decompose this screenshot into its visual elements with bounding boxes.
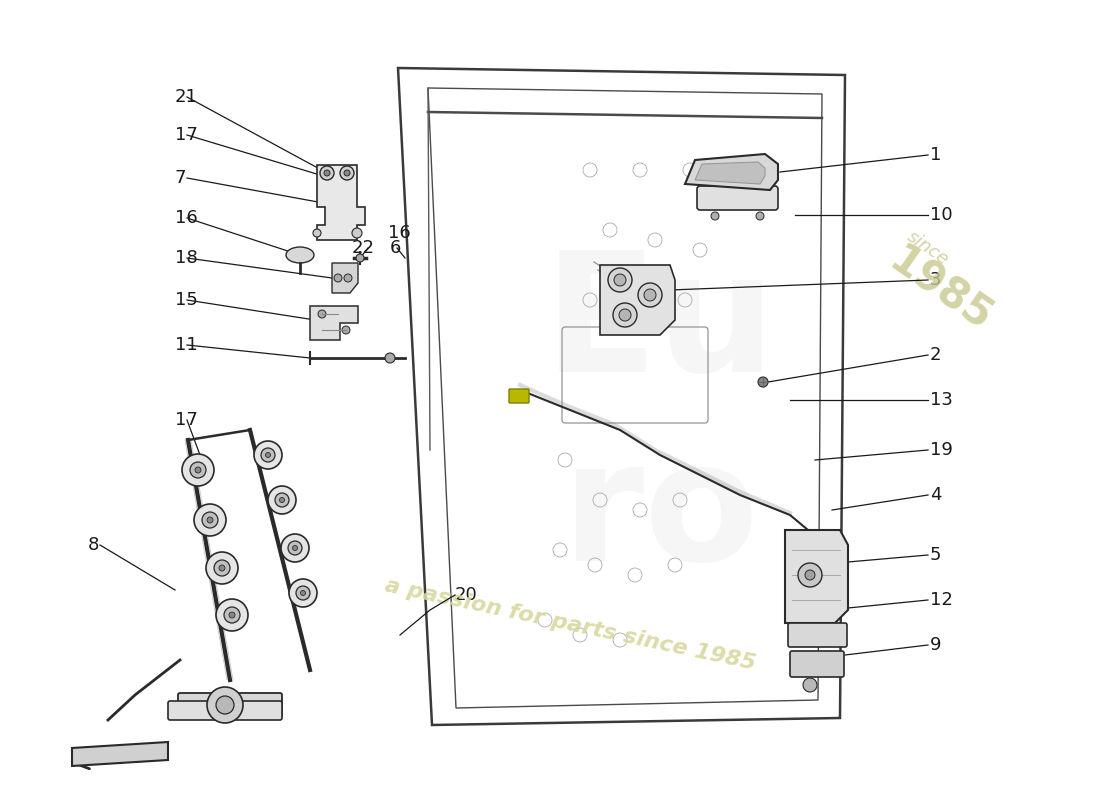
Polygon shape [310, 306, 358, 340]
Polygon shape [332, 263, 358, 293]
FancyBboxPatch shape [178, 693, 282, 717]
Circle shape [202, 512, 218, 528]
Circle shape [758, 377, 768, 387]
Text: 20: 20 [455, 586, 477, 604]
Circle shape [613, 303, 637, 327]
Circle shape [279, 498, 285, 502]
FancyBboxPatch shape [697, 186, 778, 210]
Circle shape [334, 274, 342, 282]
Text: 17: 17 [175, 411, 198, 429]
Circle shape [805, 570, 815, 580]
Text: 12: 12 [930, 591, 953, 609]
Circle shape [194, 504, 226, 536]
Polygon shape [695, 162, 764, 184]
Circle shape [265, 453, 271, 458]
Circle shape [207, 517, 213, 523]
Text: 7: 7 [175, 169, 187, 187]
Circle shape [195, 467, 201, 473]
Circle shape [280, 534, 309, 562]
Circle shape [182, 454, 214, 486]
Circle shape [619, 309, 631, 321]
Text: 22: 22 [352, 239, 375, 257]
Circle shape [756, 212, 764, 220]
Circle shape [206, 552, 238, 584]
Text: 18: 18 [175, 249, 198, 267]
FancyBboxPatch shape [168, 701, 282, 720]
Circle shape [352, 228, 362, 238]
Polygon shape [72, 742, 168, 766]
Circle shape [293, 546, 297, 550]
Text: 5: 5 [930, 546, 942, 564]
Circle shape [314, 229, 321, 237]
FancyBboxPatch shape [790, 651, 844, 677]
Circle shape [254, 441, 282, 469]
Circle shape [216, 696, 234, 714]
Circle shape [342, 326, 350, 334]
Circle shape [268, 486, 296, 514]
Text: 8: 8 [88, 536, 99, 554]
Circle shape [275, 493, 289, 507]
Polygon shape [685, 154, 778, 190]
Circle shape [614, 274, 626, 286]
Circle shape [320, 166, 334, 180]
FancyBboxPatch shape [509, 389, 529, 403]
Text: 9: 9 [930, 636, 942, 654]
Text: 11: 11 [175, 336, 198, 354]
Circle shape [344, 170, 350, 176]
Polygon shape [600, 265, 675, 335]
Circle shape [340, 166, 354, 180]
Circle shape [296, 586, 310, 600]
Circle shape [300, 590, 306, 595]
Circle shape [608, 268, 632, 292]
FancyBboxPatch shape [788, 623, 847, 647]
Circle shape [289, 579, 317, 607]
Circle shape [803, 678, 817, 692]
Ellipse shape [286, 247, 313, 263]
Circle shape [356, 254, 364, 262]
Text: 16: 16 [388, 224, 410, 242]
Text: Eu
ro: Eu ro [543, 244, 777, 596]
Text: 13: 13 [930, 391, 953, 409]
Circle shape [798, 563, 822, 587]
Text: 1985: 1985 [880, 240, 1000, 340]
Text: 21: 21 [175, 88, 198, 106]
Text: 2: 2 [930, 346, 942, 364]
Circle shape [207, 687, 243, 723]
Circle shape [219, 565, 225, 571]
Circle shape [190, 462, 206, 478]
Text: a passion for parts since 1985: a passion for parts since 1985 [383, 576, 757, 674]
Text: 4: 4 [930, 486, 942, 504]
Text: 10: 10 [930, 206, 953, 224]
Circle shape [711, 212, 719, 220]
Text: 16: 16 [175, 209, 198, 227]
Circle shape [288, 541, 302, 555]
Circle shape [644, 289, 656, 301]
Text: since: since [904, 227, 953, 269]
Circle shape [344, 274, 352, 282]
Circle shape [638, 283, 662, 307]
Text: 3: 3 [930, 271, 942, 289]
Text: 1: 1 [930, 146, 942, 164]
Text: 17: 17 [175, 126, 198, 144]
Polygon shape [317, 165, 365, 240]
Circle shape [214, 560, 230, 576]
Text: 6: 6 [390, 239, 402, 257]
Circle shape [324, 170, 330, 176]
Circle shape [261, 448, 275, 462]
Circle shape [318, 310, 326, 318]
Circle shape [385, 353, 395, 363]
Circle shape [229, 612, 235, 618]
Polygon shape [785, 530, 848, 623]
Text: 19: 19 [930, 441, 953, 459]
Text: 15: 15 [175, 291, 198, 309]
Circle shape [216, 599, 248, 631]
Circle shape [224, 607, 240, 623]
